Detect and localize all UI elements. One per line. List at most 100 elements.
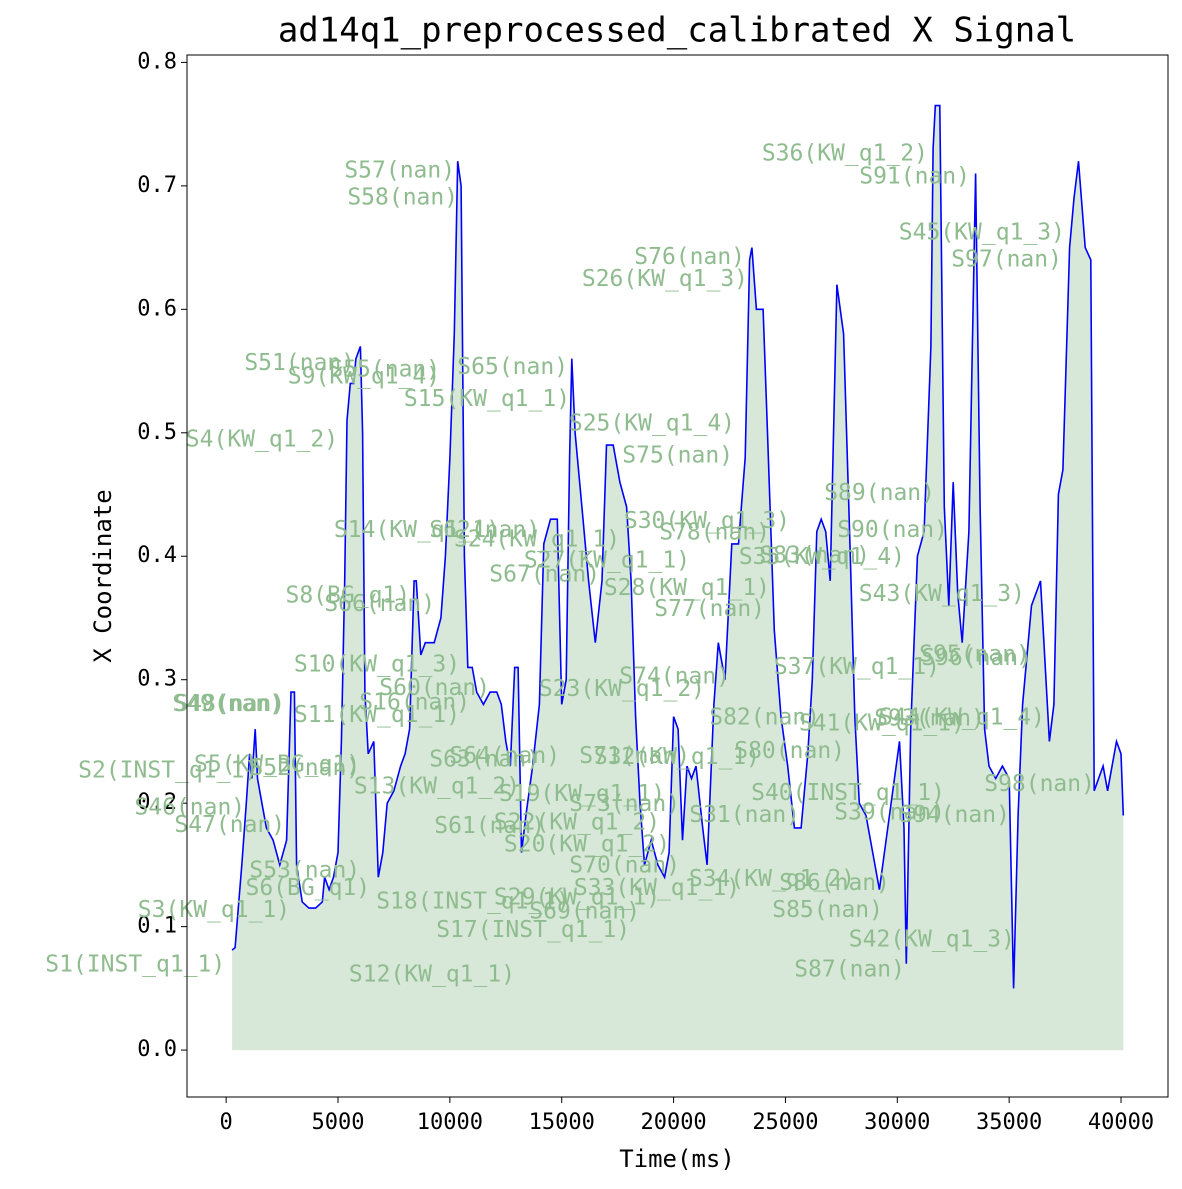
x-tick-label: 15000 [529,1110,595,1135]
annotation: S63(nan) [429,746,540,772]
annotation: S24(KW_q1_1) [454,527,620,553]
x-axis-label: Time(ms) [619,1145,735,1173]
annotation: S31(nan) [689,802,800,828]
annotation: S14(KW_q1_1) [334,517,500,543]
x-tick-label: 30000 [864,1110,930,1135]
annotation: S5(KW_BG_q1) [194,751,360,777]
annotation: S78(nan) [659,519,770,545]
x-tick-label: 0 [220,1110,233,1135]
annotation: S22(KW_q1_2) [494,809,660,835]
plot-frame [186,54,1169,1098]
annotation: S97(nan) [951,246,1062,272]
annotation: S57(nan) [344,158,455,184]
annotation: S8(BG_q1) [285,582,410,608]
annotation: S73(nan) [569,791,680,817]
annotation: S85(nan) [772,897,883,923]
annotation: S41(KW_q1_1) [799,711,965,737]
annotation: S12(KW_q1_1) [349,961,515,987]
annotation: S53(nan) [249,858,360,884]
annotation: S25(KW_q1_4) [569,411,735,437]
annotation: S83(nan) [759,543,870,569]
annotation: S90(nan) [837,517,948,543]
x-tick-label: 40000 [1088,1110,1154,1135]
annotation: S65(nan) [457,354,568,380]
annotation: S47(nan) [174,812,285,838]
annotation: S20(KW_q1_2) [504,832,670,858]
annotation: S98(nan) [984,771,1095,797]
y-tick-label: 0.7 [137,173,177,198]
annotation: S17(INST_q1_1) [436,917,630,943]
annotation: S80(nan) [734,738,845,764]
annotation: S34(KW_q1_2) [689,866,855,892]
y-tick-label: 0.2 [137,790,177,815]
annotation: S52(nan) [249,755,360,781]
annotation: S39(nan) [834,800,945,826]
area [232,105,1124,1051]
annotation: S74(nan) [619,664,730,690]
annotation: S93(nan) [874,706,985,732]
y-tick-label: 0.4 [137,543,177,568]
annotation: S16(nan) [359,690,470,716]
annotation: S87(nan) [794,956,905,982]
annotation: S33(KW_q1_1) [574,875,740,901]
x-tick-label: 25000 [752,1110,818,1135]
annotation: S48(nan) [174,691,285,717]
x-tick-label: 35000 [976,1110,1042,1135]
annotation: S45(KW_q1_3) [899,219,1065,245]
annotation: S23(KW_q1_2) [539,676,705,702]
annotation: S3(KW_q1_1) [138,897,290,923]
annotation: S37(KW_q1_1) [774,654,940,680]
annotation: S66(nan) [324,591,435,617]
annotation: S19(KW_q1_1) [499,781,665,807]
chart-title: ad14q1_preprocessed_calibrated X Signal [278,11,1076,51]
annotation: S60(nan) [379,675,490,701]
y-axis-label: X Coordinate [89,489,117,662]
annotation: S28(KW_q1_1) [604,575,770,601]
annotation: S26(KW_q1_3) [582,266,748,292]
annotation: S82(nan) [709,704,820,730]
annotation: S71(nan) [579,743,690,769]
annotation: S76(nan) [634,244,745,270]
y-tick-label: 0.3 [137,667,177,692]
annotation: S61(nan) [434,813,545,839]
annotation: S46(nan) [134,795,245,821]
annotation: S9(KW_q1_4) [288,364,440,390]
y-tick-label: 0.1 [137,914,177,939]
annotation: S30(KW_q1_3) [624,508,790,534]
x-tick-label: 20000 [640,1110,706,1135]
annotation: S62(nan) [429,517,540,543]
annotation: S70(nan) [569,853,680,879]
annotation: S42(KW_q1_3) [849,927,1015,953]
annotation: S15(KW_q1_1) [404,386,570,412]
signal-line [231,104,1125,989]
annotation: S27(KW_q1_1) [524,548,690,574]
annotation: S75(nan) [622,443,733,469]
annotation: S11(KW_q1_1) [294,702,460,728]
annotation: S1(INST_q1_1) [45,951,225,977]
y-tick-label: 0.6 [137,296,177,321]
annotation: S40(INST_q1_1) [751,780,945,806]
annotation: S89(nan) [824,480,935,506]
annotation: S77(nan) [654,596,765,622]
annotation: S95(nan) [919,642,1030,668]
annotation: S43(KW_q1_3) [859,581,1025,607]
annotation: S51(nan) [244,350,355,376]
annotation: S69(nan) [529,898,640,924]
annotation: S44(KW_q1_4) [879,704,1045,730]
annotation: S35(KW_q1_4) [739,544,905,570]
annotation: S94(nan) [899,802,1010,828]
annotation: S58(nan) [347,185,458,211]
annotation: S67(nan) [489,561,600,587]
annotation: S96(nan) [921,645,1032,671]
x-tick-label: 10000 [417,1110,483,1135]
annotation: S32(KW_q1_1) [594,744,760,770]
annotation: S86(nan) [779,870,890,896]
x-tick-label: 5000 [312,1110,365,1135]
y-tick-label: 0.8 [137,49,177,74]
annotation: S13(KW_q1_2) [354,774,520,800]
annotation: S2(INST_q1_1) [78,758,258,784]
annotation: S36(KW_q1_2) [762,140,928,166]
annotation: S4(KW_q1_2) [186,427,338,453]
annotation: S6(BG_q1) [245,875,370,901]
